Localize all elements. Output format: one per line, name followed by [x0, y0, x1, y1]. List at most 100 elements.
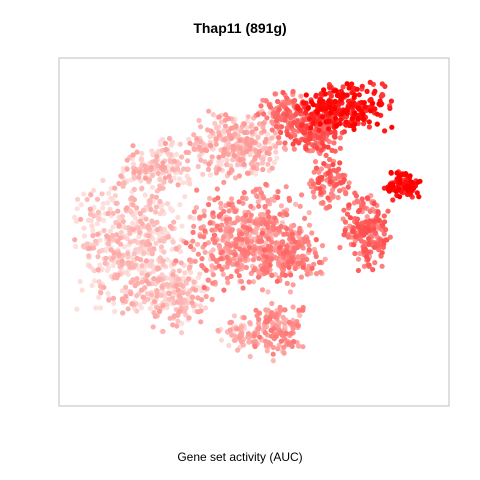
- scatter-point: [255, 111, 261, 117]
- scatter-point: [304, 237, 310, 243]
- scatter-point: [217, 227, 223, 233]
- scatter-point: [168, 178, 174, 184]
- scatter-point: [286, 195, 292, 201]
- scatter-point: [201, 234, 207, 240]
- scatter-point: [210, 210, 216, 216]
- scatter-point: [232, 252, 238, 258]
- scatter-point: [176, 268, 182, 274]
- scatter-point: [293, 111, 299, 117]
- scatter-point: [96, 294, 102, 300]
- scatter-point: [343, 191, 349, 197]
- scatter-point: [136, 169, 142, 175]
- scatter-point: [267, 341, 273, 347]
- scatter-point: [239, 231, 245, 237]
- scatter-point: [366, 262, 372, 268]
- scatter-point: [87, 211, 94, 217]
- scatter-point: [177, 308, 183, 314]
- scatter-point: [284, 112, 290, 118]
- scatter-point: [143, 216, 149, 222]
- scatter-point: [265, 161, 271, 167]
- scatter-point: [197, 153, 203, 159]
- scatter-point: [311, 116, 317, 122]
- scatter-point: [276, 260, 282, 266]
- scatter-point: [219, 222, 225, 228]
- scatter-point: [193, 140, 199, 146]
- scatter-point: [291, 146, 297, 152]
- scatter-point: [280, 89, 286, 96]
- scatter-point: [121, 244, 127, 250]
- scatter-point: [290, 326, 296, 332]
- scatter-point: [139, 239, 145, 245]
- scatter-point: [309, 99, 315, 105]
- scatter-point: [127, 264, 133, 270]
- scatter-point: [256, 255, 262, 262]
- scatter-point: [206, 201, 212, 208]
- scatter-point: [173, 283, 179, 289]
- scatter-point: [280, 268, 286, 274]
- scatter-point: [162, 140, 168, 147]
- scatter-point: [232, 175, 239, 181]
- scatter-point: [327, 104, 333, 110]
- scatter-point: [367, 79, 373, 85]
- scatter-point: [199, 297, 205, 303]
- scatter-point: [213, 170, 220, 176]
- scatter-point: [381, 238, 387, 244]
- scatter-point: [252, 219, 258, 225]
- scatter-point: [344, 81, 350, 87]
- scatter-point: [266, 214, 272, 220]
- scatter-point: [156, 276, 162, 282]
- scatter-point: [264, 269, 270, 275]
- scatter-point: [257, 334, 263, 340]
- scatter-point: [216, 263, 222, 269]
- scatter-point: [261, 111, 267, 117]
- scatter-point: [355, 267, 361, 274]
- scatter-point: [107, 206, 113, 213]
- scatter-point: [387, 234, 393, 240]
- scatter-point: [207, 195, 213, 201]
- scatter-point: [78, 202, 84, 208]
- scatter-point: [301, 117, 307, 123]
- scatter-point: [346, 202, 352, 208]
- scatter-point: [153, 158, 159, 164]
- scatter-point: [144, 272, 150, 278]
- scatter-point: [87, 245, 93, 251]
- scatter-point: [218, 256, 224, 262]
- scatter-point: [225, 280, 231, 286]
- scatter-point: [268, 333, 274, 339]
- scatter-point: [325, 170, 331, 176]
- scatter-point: [379, 263, 385, 269]
- scatter-point: [355, 224, 361, 230]
- scatter-point: [250, 279, 256, 285]
- scatter-point: [311, 261, 317, 267]
- scatter-point: [241, 190, 247, 196]
- scatter-point: [409, 180, 415, 186]
- scatter-point: [177, 176, 183, 182]
- scatter-point: [187, 264, 193, 270]
- scatter-point: [175, 214, 181, 220]
- scatter-point: [265, 289, 271, 295]
- scatter-point: [322, 256, 328, 262]
- scatter-point: [100, 200, 106, 206]
- scatter-point: [124, 157, 130, 163]
- scatter-point: [261, 195, 267, 201]
- scatter-point: [248, 212, 254, 218]
- scatter-point: [231, 256, 237, 262]
- scatter-point: [259, 287, 266, 293]
- scatter-point: [318, 147, 324, 153]
- scatter-point: [181, 166, 187, 172]
- scatter-point: [319, 114, 326, 120]
- scatter-point: [216, 213, 222, 219]
- scatter-point: [96, 249, 102, 255]
- scatter-point: [416, 194, 422, 200]
- scatter-point: [201, 213, 207, 219]
- scatter-point: [302, 130, 308, 136]
- scatter-point: [359, 196, 365, 202]
- scatter-point: [275, 189, 281, 195]
- scatter-point: [298, 93, 304, 99]
- scatter-point: [147, 246, 153, 253]
- scatter-point: [371, 226, 377, 232]
- scatter-point: [323, 119, 329, 125]
- scatter-point: [397, 180, 403, 186]
- scatter-point: [196, 309, 202, 315]
- scatter-point: [235, 347, 241, 353]
